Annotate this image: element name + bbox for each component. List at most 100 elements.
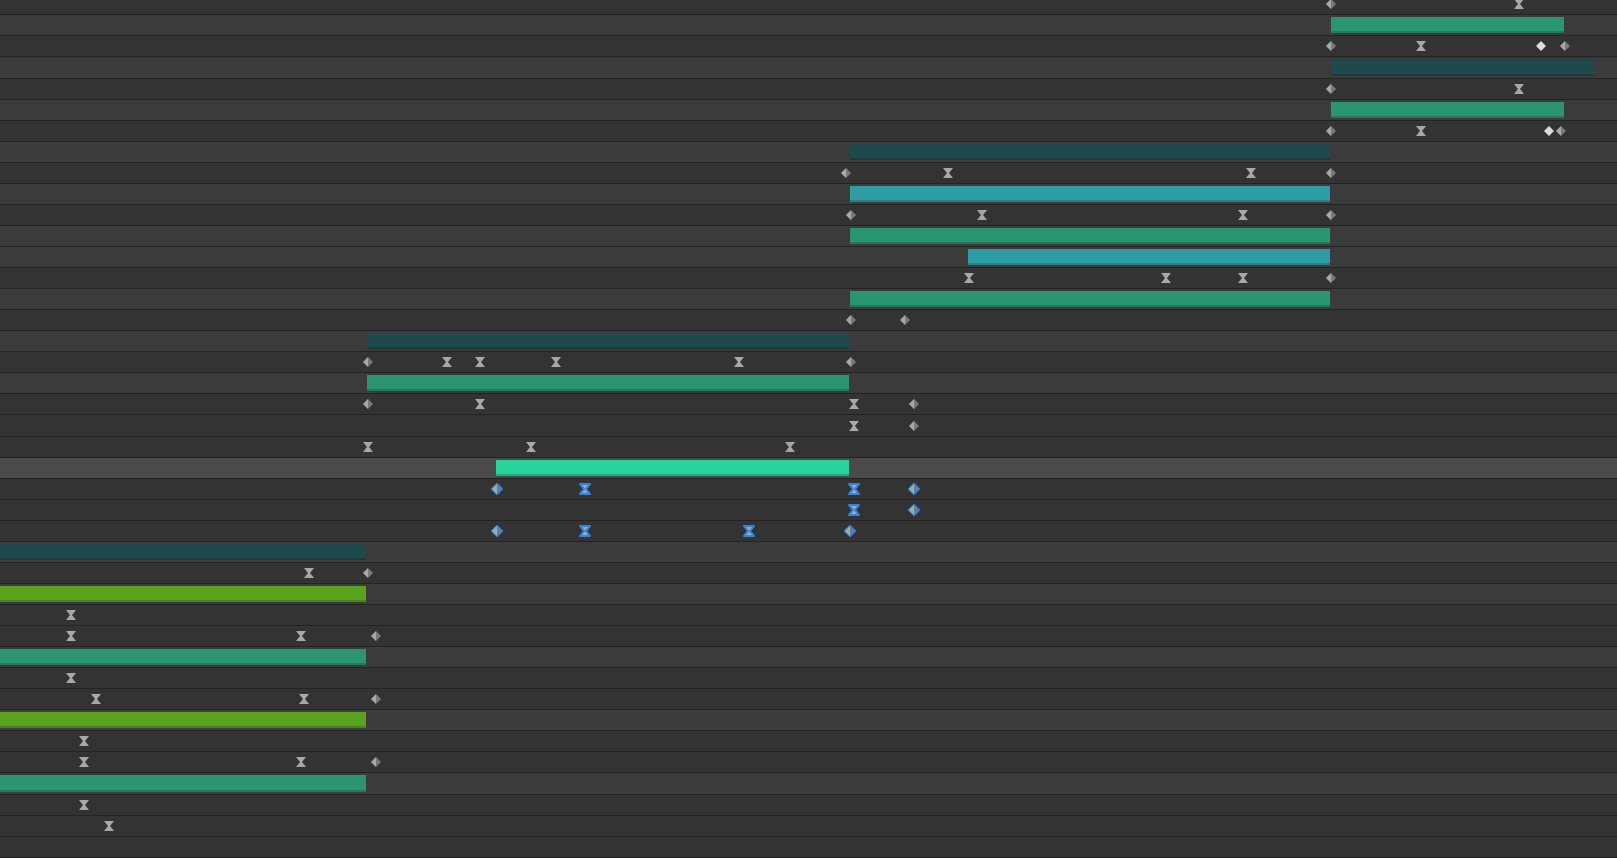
property-row[interactable] bbox=[0, 78, 1617, 100]
hourglass-keyframe-icon[interactable] bbox=[296, 691, 312, 707]
selected-hourglass-keyframe-icon[interactable] bbox=[846, 481, 862, 497]
hourglass-keyframe-icon[interactable] bbox=[1511, 81, 1527, 97]
layer-row[interactable] bbox=[0, 710, 1617, 732]
layer-row[interactable] bbox=[0, 15, 1617, 37]
diamond-keyframe-icon[interactable] bbox=[368, 628, 384, 644]
diamond-keyframe-icon[interactable] bbox=[360, 354, 376, 370]
layer-duration-bar[interactable] bbox=[849, 291, 1331, 308]
diamond-keyframe-icon[interactable] bbox=[897, 312, 913, 328]
selected-diamond-keyframe-icon[interactable] bbox=[489, 523, 505, 539]
hourglass-keyframe-icon[interactable] bbox=[731, 354, 747, 370]
layer-row[interactable] bbox=[0, 373, 1617, 395]
diamond-keyframe-icon[interactable] bbox=[1323, 165, 1339, 181]
selected-hourglass-keyframe-icon[interactable] bbox=[741, 523, 757, 539]
diamond-keyframe-icon[interactable] bbox=[838, 165, 854, 181]
layer-row[interactable] bbox=[0, 247, 1617, 269]
hourglass-keyframe-icon[interactable] bbox=[548, 354, 564, 370]
hourglass-keyframe-icon[interactable] bbox=[782, 439, 798, 455]
layer-row[interactable] bbox=[0, 583, 1617, 605]
diamond-keyframe-icon[interactable] bbox=[1323, 81, 1339, 97]
hourglass-keyframe-icon[interactable] bbox=[293, 628, 309, 644]
hourglass-keyframe-icon[interactable] bbox=[1243, 165, 1259, 181]
diamond-keyframe-icon[interactable] bbox=[1557, 38, 1573, 54]
property-row[interactable] bbox=[0, 815, 1617, 837]
property-row[interactable] bbox=[0, 394, 1617, 416]
layer-duration-bar[interactable] bbox=[1331, 101, 1565, 118]
diamond-keyframe-icon[interactable] bbox=[368, 691, 384, 707]
layer-duration-bar[interactable] bbox=[367, 333, 849, 350]
diamond-keyframe-icon[interactable] bbox=[843, 354, 859, 370]
property-row[interactable] bbox=[0, 731, 1617, 753]
layer-row[interactable] bbox=[0, 331, 1617, 353]
property-row[interactable] bbox=[0, 204, 1617, 226]
diamond-keyframe-icon[interactable] bbox=[906, 418, 922, 434]
layer-duration-bar[interactable] bbox=[968, 249, 1331, 266]
layer-duration-bar[interactable] bbox=[0, 775, 367, 792]
property-row[interactable] bbox=[0, 520, 1617, 542]
property-row[interactable] bbox=[0, 310, 1617, 332]
diamond-keyframe-icon[interactable] bbox=[1553, 123, 1569, 139]
layer-row[interactable] bbox=[0, 541, 1617, 563]
hourglass-keyframe-icon[interactable] bbox=[1413, 123, 1429, 139]
hourglass-keyframe-icon[interactable] bbox=[472, 354, 488, 370]
diamond-keyframe-icon[interactable] bbox=[843, 207, 859, 223]
diamond-keyframe-icon[interactable] bbox=[1323, 123, 1339, 139]
diamond-keyframe-icon[interactable] bbox=[1323, 38, 1339, 54]
hourglass-keyframe-icon[interactable] bbox=[523, 439, 539, 455]
hourglass-keyframe-icon[interactable] bbox=[76, 754, 92, 770]
layer-bar-selected[interactable] bbox=[496, 459, 849, 476]
property-row[interactable] bbox=[0, 120, 1617, 142]
hourglass-keyframe-icon[interactable] bbox=[1158, 270, 1174, 286]
layer-duration-bar[interactable] bbox=[1331, 17, 1565, 34]
property-row[interactable] bbox=[0, 605, 1617, 627]
layer-duration-bar[interactable] bbox=[0, 585, 367, 602]
layer-duration-bar[interactable] bbox=[0, 712, 367, 729]
hourglass-keyframe-icon[interactable] bbox=[974, 207, 990, 223]
selected-diamond-keyframe-icon[interactable] bbox=[489, 481, 505, 497]
layer-duration-bar[interactable] bbox=[1331, 59, 1595, 76]
hourglass-keyframe-icon[interactable] bbox=[472, 396, 488, 412]
hourglass-keyframe-icon[interactable] bbox=[1235, 207, 1251, 223]
diamond-keyframe-icon[interactable] bbox=[1323, 270, 1339, 286]
hourglass-keyframe-icon[interactable] bbox=[76, 797, 92, 813]
property-row[interactable] bbox=[0, 162, 1617, 184]
diamond-keyframe-icon[interactable] bbox=[360, 565, 376, 581]
layer-row[interactable] bbox=[0, 289, 1617, 311]
hourglass-keyframe-icon[interactable] bbox=[961, 270, 977, 286]
hourglass-keyframe-icon[interactable] bbox=[1413, 38, 1429, 54]
layer-row[interactable] bbox=[0, 183, 1617, 205]
property-row[interactable] bbox=[0, 562, 1617, 584]
hourglass-keyframe-icon[interactable] bbox=[301, 565, 317, 581]
layer-row[interactable] bbox=[0, 99, 1617, 121]
layer-row[interactable] bbox=[0, 225, 1617, 247]
diamond-keyframe-icon[interactable] bbox=[843, 312, 859, 328]
hold-diamond-icon[interactable] bbox=[1533, 38, 1549, 54]
diamond-keyframe-icon[interactable] bbox=[1323, 0, 1339, 12]
diamond-keyframe-icon[interactable] bbox=[368, 754, 384, 770]
layer-row[interactable] bbox=[0, 141, 1617, 163]
layer-duration-bar[interactable] bbox=[0, 543, 367, 560]
property-row[interactable] bbox=[0, 478, 1617, 500]
selected-diamond-keyframe-icon[interactable] bbox=[906, 481, 922, 497]
layer-row[interactable] bbox=[0, 57, 1617, 79]
hourglass-keyframe-icon[interactable] bbox=[63, 670, 79, 686]
layer-duration-bar[interactable] bbox=[849, 185, 1331, 202]
hourglass-keyframe-icon[interactable] bbox=[846, 396, 862, 412]
hourglass-keyframe-icon[interactable] bbox=[439, 354, 455, 370]
layer-duration-bar[interactable] bbox=[0, 649, 367, 666]
diamond-keyframe-icon[interactable] bbox=[906, 396, 922, 412]
hold-diamond-icon[interactable] bbox=[1541, 123, 1557, 139]
hourglass-keyframe-icon[interactable] bbox=[1511, 0, 1527, 12]
layer-duration-bar[interactable] bbox=[849, 227, 1331, 244]
selected-hourglass-keyframe-icon[interactable] bbox=[846, 502, 862, 518]
selected-hourglass-keyframe-icon[interactable] bbox=[577, 523, 593, 539]
property-row[interactable] bbox=[0, 836, 1617, 858]
hourglass-keyframe-icon[interactable] bbox=[63, 628, 79, 644]
property-row[interactable] bbox=[0, 415, 1617, 437]
property-row[interactable] bbox=[0, 668, 1617, 690]
property-row[interactable] bbox=[0, 689, 1617, 711]
hourglass-keyframe-icon[interactable] bbox=[63, 607, 79, 623]
property-row[interactable] bbox=[0, 499, 1617, 521]
hourglass-keyframe-icon[interactable] bbox=[846, 418, 862, 434]
